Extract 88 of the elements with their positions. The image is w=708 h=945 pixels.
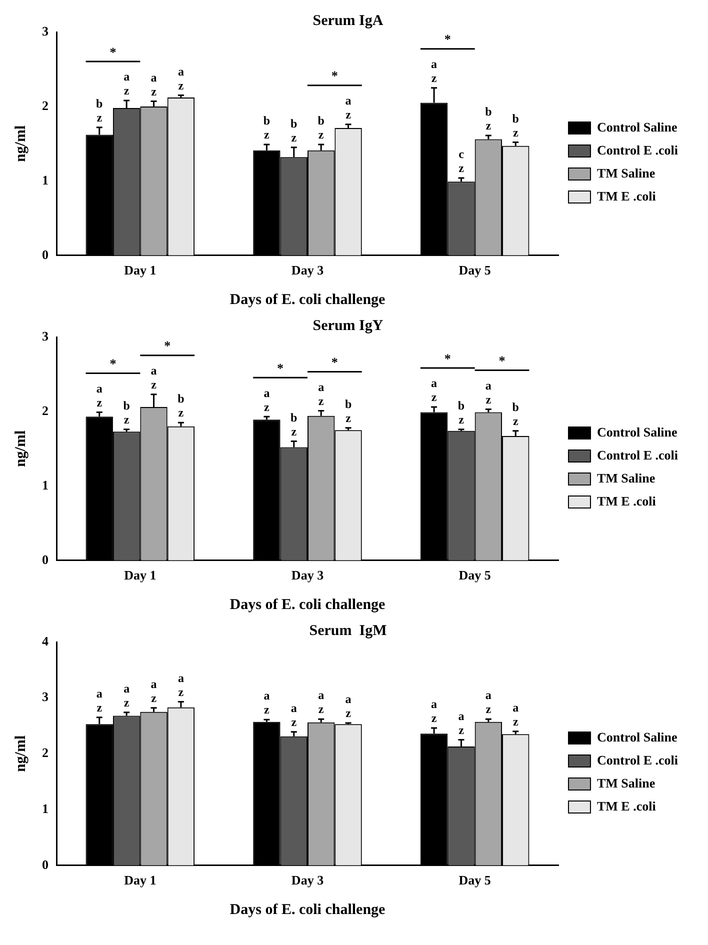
x-tick-label: Day 1	[124, 568, 156, 583]
legend-label: TM E .coli	[596, 188, 656, 204]
data-label: a z	[96, 686, 103, 714]
y-tick-label: 4	[42, 633, 49, 648]
y-tick-label: 3	[42, 23, 49, 38]
data-label: b z	[512, 400, 520, 428]
data-label: a z	[290, 701, 298, 730]
chart-title: Serum IgY	[312, 318, 384, 334]
data-label: a z	[431, 697, 438, 726]
data-label: a z	[431, 56, 438, 85]
data-label: a z	[150, 676, 158, 705]
data-label: b z	[263, 114, 270, 142]
legend-label: TM E .coli	[596, 798, 656, 814]
data-label: b z	[178, 392, 185, 420]
chart-title: Serum IgA	[312, 12, 384, 29]
legend-label: Control Saline	[596, 424, 678, 440]
y-tick-label: 2	[42, 745, 48, 760]
y-tick-label: 3	[42, 328, 49, 344]
legend-label: Control Saline	[596, 119, 678, 134]
y-tick-label: 3	[42, 689, 49, 704]
annotation: *	[164, 338, 171, 354]
x-tick-label: Day 5	[458, 262, 492, 278]
data-label: b z	[290, 410, 298, 438]
data-label: b z	[290, 116, 298, 145]
annotation: *	[110, 44, 116, 60]
x-axis-title: Days of E. coli challenge	[230, 596, 386, 613]
data-label: b z	[96, 96, 104, 124]
data-label: a z	[345, 93, 352, 122]
x-axis-title: Days of E. coli challenge	[230, 292, 386, 308]
annotation: *	[444, 32, 451, 47]
y-tick-label: 0	[42, 246, 48, 262]
x-tick-label: Day 1	[124, 262, 156, 278]
data-label: a z	[431, 376, 438, 404]
y-tick-label: 2	[42, 402, 48, 418]
legend-label: TM Saline	[596, 470, 656, 486]
y-axis-title: ng/ml	[12, 430, 29, 468]
y-tick-label: 1	[42, 800, 48, 816]
legend-label: TM Saline	[596, 775, 656, 790]
data-label: a z	[458, 708, 465, 737]
y-tick-label: 0	[42, 856, 48, 872]
data-label: a z	[318, 688, 324, 716]
data-label: a z	[264, 386, 270, 414]
x-tick-label: Day 5	[458, 872, 492, 888]
data-label: a z	[318, 380, 324, 408]
data-label: a z	[178, 64, 184, 92]
data-label: a z	[178, 670, 184, 699]
data-label: a z	[150, 70, 158, 98]
data-label: b z	[123, 398, 130, 426]
chart-title: Serum IgM	[309, 622, 387, 639]
data-label: a z	[150, 363, 158, 392]
legend-label: TM Saline	[596, 165, 656, 180]
legend-label: Control E .coli	[596, 752, 678, 768]
data-label: b z	[318, 114, 325, 142]
legend-label: Control Saline	[596, 729, 678, 744]
data-label: b z	[458, 398, 465, 426]
data-label: a z	[345, 692, 352, 720]
annotation: *	[498, 353, 506, 368]
x-tick-label: Day 3	[291, 872, 324, 888]
x-tick-label: Day 1	[124, 872, 156, 888]
data-label: a z	[124, 70, 130, 98]
legend-label: TM E .coli	[596, 493, 656, 508]
data-label: c z	[458, 147, 465, 176]
data-label: b z	[344, 396, 352, 425]
data-label: a z	[512, 700, 519, 728]
annotation: *	[110, 356, 116, 372]
x-tick-label: Day 3	[291, 262, 324, 278]
x-tick-label: Day 3	[291, 568, 324, 583]
y-tick-label: 1	[42, 172, 48, 188]
data-label: a z	[96, 381, 103, 410]
data-label: b z	[512, 111, 520, 140]
legend-label: Control E .coli	[596, 447, 678, 462]
x-axis-title: Days of E. coli challenge	[230, 902, 386, 918]
y-tick-label: 0	[42, 552, 48, 567]
y-axis-title: ng/ml	[12, 125, 29, 162]
annotation: *	[277, 360, 284, 376]
annotation: *	[444, 350, 451, 366]
legend-label: Control E .coli	[596, 142, 678, 158]
y-tick-label: 2	[42, 98, 48, 113]
data-label: a z	[264, 688, 270, 717]
y-tick-label: 1	[42, 477, 48, 492]
annotation: *	[331, 354, 338, 370]
data-label: a z	[124, 681, 130, 710]
data-label: a z	[485, 688, 492, 716]
x-tick-label: Day 5	[458, 568, 492, 583]
data-label: a z	[485, 378, 492, 406]
y-axis-title: ng/ml	[12, 735, 29, 772]
annotation: *	[331, 68, 338, 84]
data-label: b z	[485, 104, 492, 133]
